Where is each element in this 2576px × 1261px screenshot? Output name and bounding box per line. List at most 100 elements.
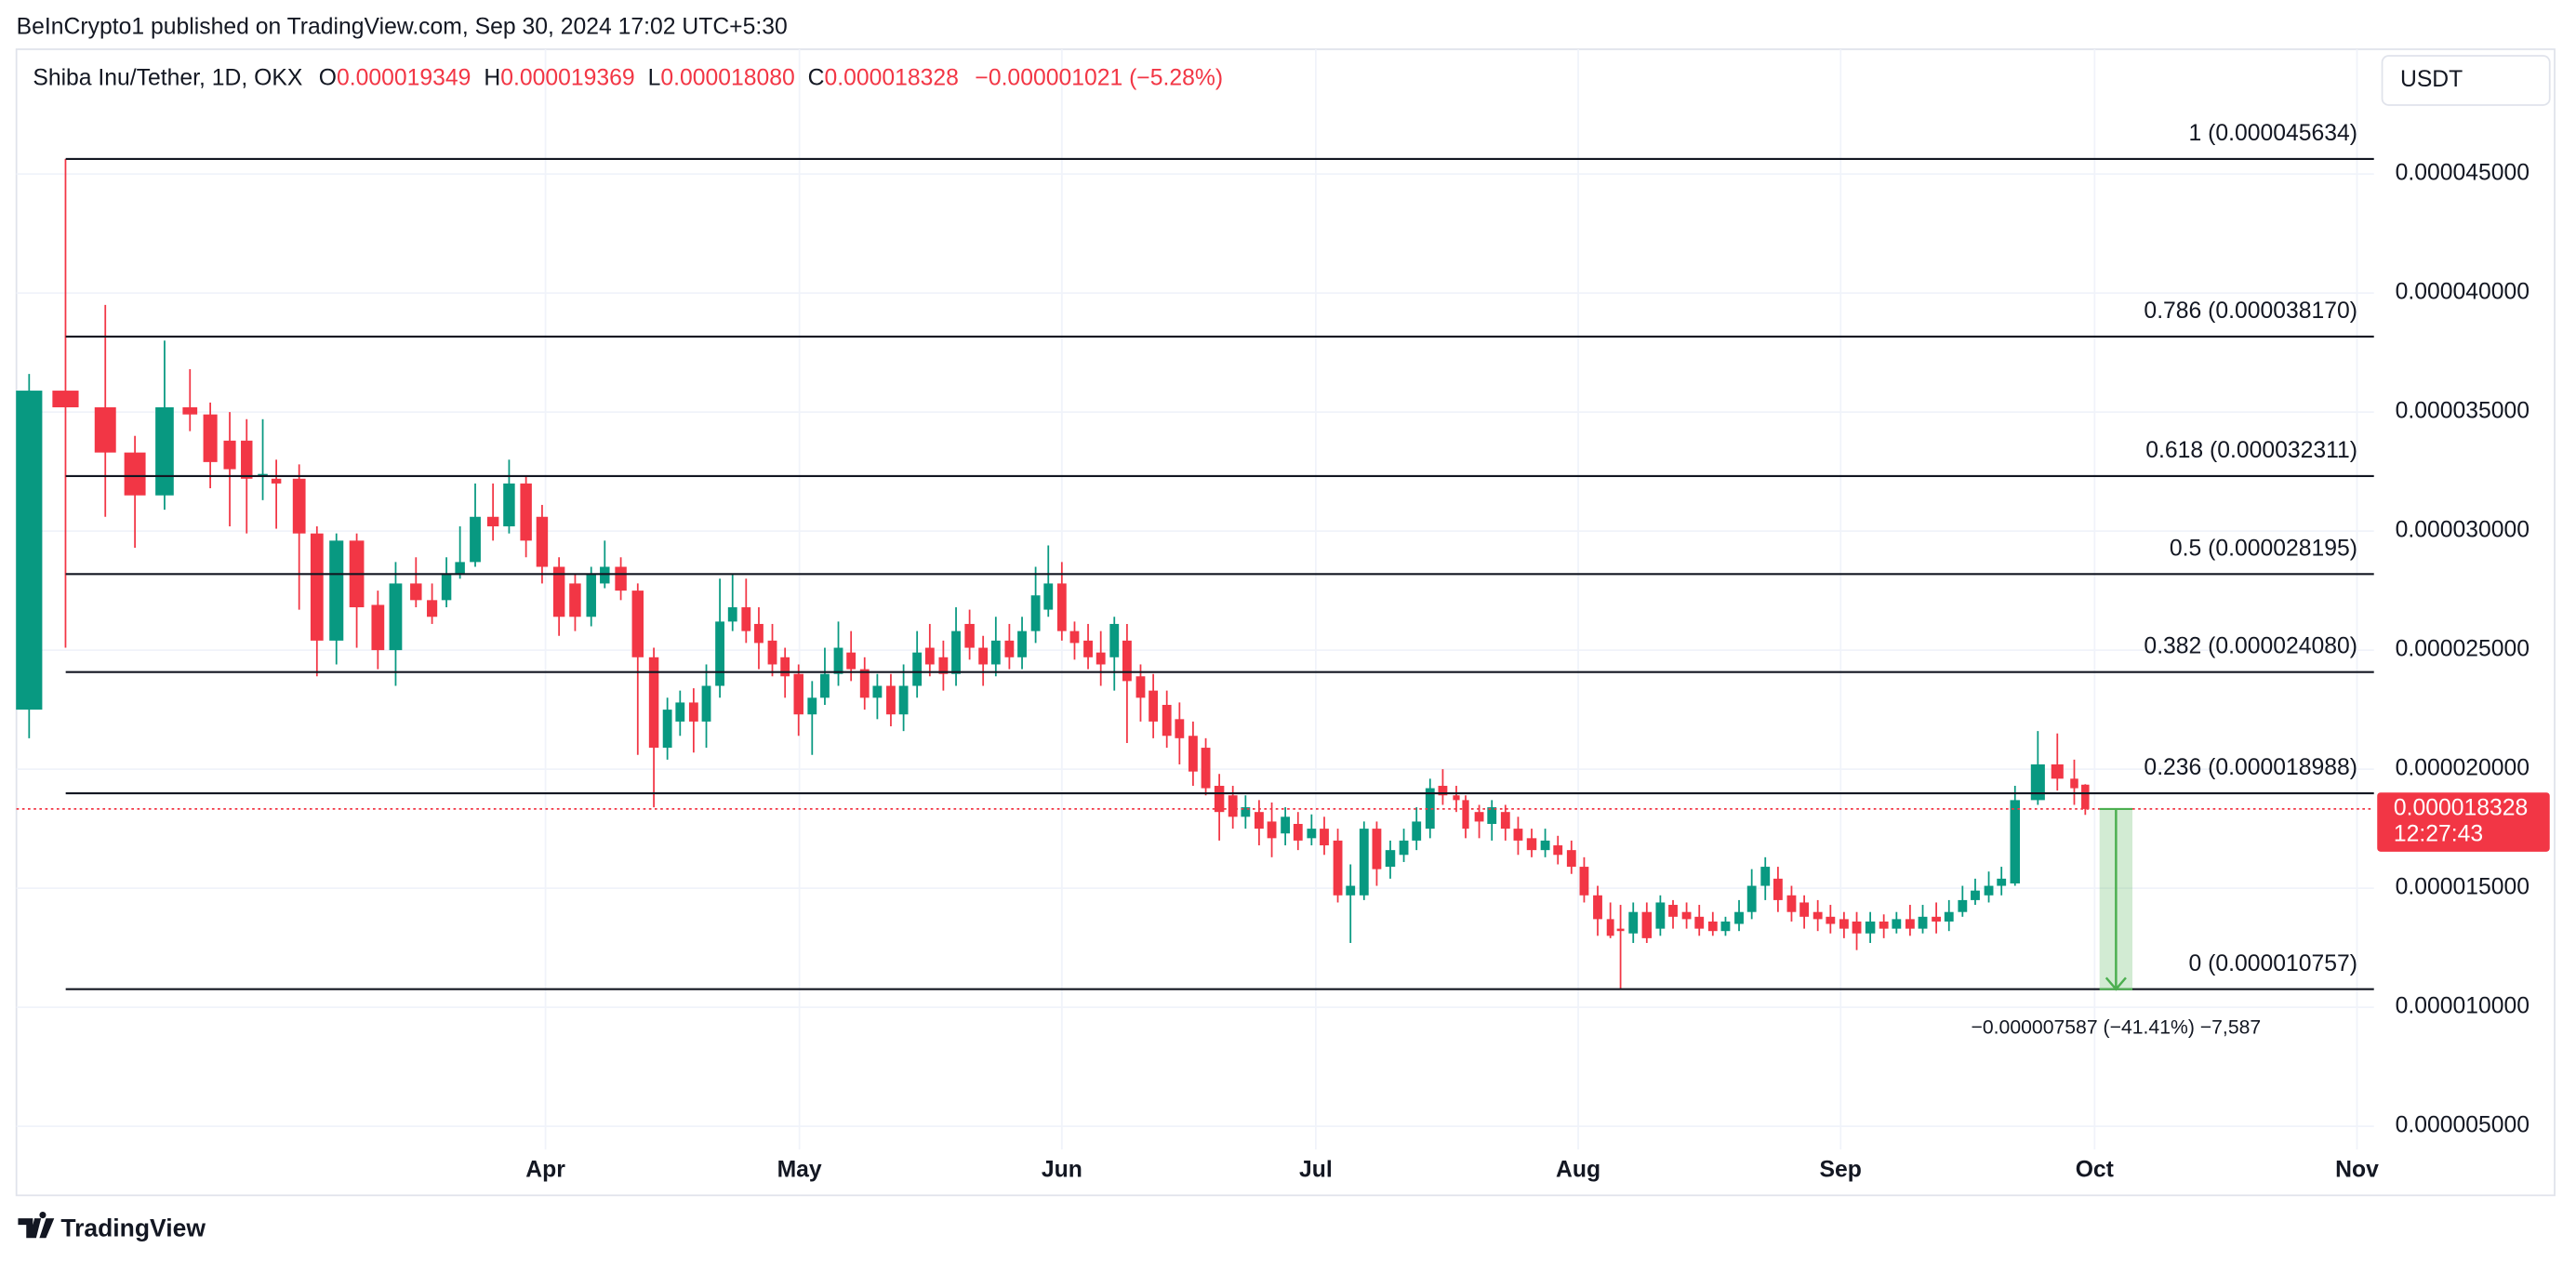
currency-button[interactable]	[2381, 55, 2551, 106]
candle-body	[833, 647, 843, 674]
candle-body	[1540, 840, 1550, 851]
candle-body	[1359, 829, 1369, 896]
candle-body	[1307, 829, 1317, 839]
y-tick-label: 0.000015000	[2396, 875, 2530, 900]
x-tick-label: Jun	[1042, 1157, 1082, 1182]
logo-icon	[18, 1212, 55, 1239]
y-tick-label: 0.000025000	[2396, 637, 2530, 662]
candle-body	[1566, 850, 1576, 868]
measure-arrowhead	[2105, 976, 2127, 991]
candle-body	[1399, 840, 1409, 856]
y-tick-label: 0.000030000	[2396, 518, 2530, 543]
candle-body	[1593, 895, 1602, 920]
candle-body	[1109, 623, 1120, 657]
candle-body	[846, 652, 856, 670]
candle-body	[1707, 921, 1718, 932]
logo: TradingView	[18, 1212, 206, 1241]
candle-body	[1944, 911, 1954, 922]
fib-label: 0 (0.000010757)	[2189, 951, 2357, 976]
candle-body	[648, 657, 659, 749]
candle-body	[1462, 800, 1469, 830]
candle-body	[780, 657, 790, 677]
candle-body	[615, 566, 627, 591]
candle-body	[688, 702, 698, 722]
candle-body	[329, 540, 344, 641]
candle-body	[1004, 640, 1015, 657]
currency-label[interactable]: USDT	[2400, 67, 2463, 92]
candle-body	[662, 710, 672, 749]
candle-body	[1655, 902, 1666, 929]
candle-body	[1905, 919, 1915, 929]
candle-body	[1865, 921, 1876, 934]
ohlc-value: 0.000019369	[500, 65, 634, 90]
candle-body	[1333, 840, 1343, 896]
candle-body	[1188, 736, 1198, 772]
candle-body	[1474, 812, 1484, 822]
candle-body	[182, 406, 198, 415]
candle-body	[1641, 911, 1653, 938]
candle-body	[503, 483, 515, 526]
candle-body	[978, 647, 989, 665]
candle-body	[1500, 812, 1510, 830]
candle-body	[1694, 916, 1705, 929]
x-tick-label: Sep	[1820, 1157, 1862, 1182]
candle-body	[1526, 838, 1537, 851]
price-tag-timer: 12:27:43	[2394, 822, 2483, 847]
candle-body	[1372, 829, 1382, 869]
x-tick-label: May	[777, 1157, 822, 1182]
grid	[16, 48, 2374, 1149]
ohlc-key: H	[484, 65, 500, 90]
candle-body	[241, 440, 253, 479]
candle-body	[2010, 800, 2021, 883]
candle-body	[1734, 911, 1744, 924]
change: −0.000001021 (−5.28%)	[975, 65, 1223, 90]
price-tag	[2377, 792, 2550, 852]
candle-body	[1281, 816, 1291, 834]
symbol: Shiba Inu/Tether, 1D, OKX	[33, 65, 302, 90]
candle-body	[1918, 916, 1928, 929]
candle-body	[1932, 916, 1942, 922]
y-tick-label: 0.000005000	[2396, 1113, 2530, 1138]
candle-body	[1812, 911, 1823, 920]
candle-body	[1513, 829, 1523, 841]
ohlc-key: O	[319, 65, 337, 90]
candle-body	[52, 391, 79, 407]
candle-body	[2070, 778, 2078, 789]
candle-body	[990, 640, 1001, 665]
fib-label: 0.236 (0.000018988)	[2144, 755, 2357, 780]
candle-body	[1971, 890, 1980, 900]
fib-label: 0.618 (0.000032311)	[2145, 438, 2357, 463]
candle-body	[898, 685, 909, 715]
candle-body	[951, 630, 961, 674]
candle-body	[1668, 905, 1678, 917]
candle-body	[1786, 895, 1797, 912]
candle-body	[886, 685, 896, 715]
candle-body	[675, 702, 685, 722]
candle-body	[16, 391, 43, 710]
candle-body	[767, 640, 777, 665]
candle-body	[94, 406, 116, 453]
legend: Shiba Inu/Tether, 1D, OKX O0.000019349 H…	[33, 65, 1223, 90]
fib-label: 0.5 (0.000028195)	[2170, 536, 2357, 561]
candle-body	[701, 685, 711, 722]
ohlc-value: 0.000018328	[825, 65, 959, 90]
candle-body	[1553, 845, 1563, 856]
ohlc-key: C	[808, 65, 825, 90]
candle-body	[1425, 788, 1435, 830]
candle-body	[1293, 823, 1303, 841]
candle-body	[124, 452, 146, 496]
candle-body	[938, 657, 949, 674]
candle-body	[1412, 821, 1422, 841]
candle-body	[1069, 630, 1080, 644]
candle-body	[807, 697, 817, 715]
y-tick-label: 0.000045000	[2396, 161, 2530, 186]
candle-body	[1254, 812, 1264, 830]
candle-body	[586, 574, 596, 617]
candle-body	[552, 566, 565, 617]
candle-body	[1892, 919, 1902, 929]
candle-body	[410, 583, 422, 601]
x-tick-label: Jul	[1299, 1157, 1333, 1182]
candle-body	[1017, 630, 1027, 657]
